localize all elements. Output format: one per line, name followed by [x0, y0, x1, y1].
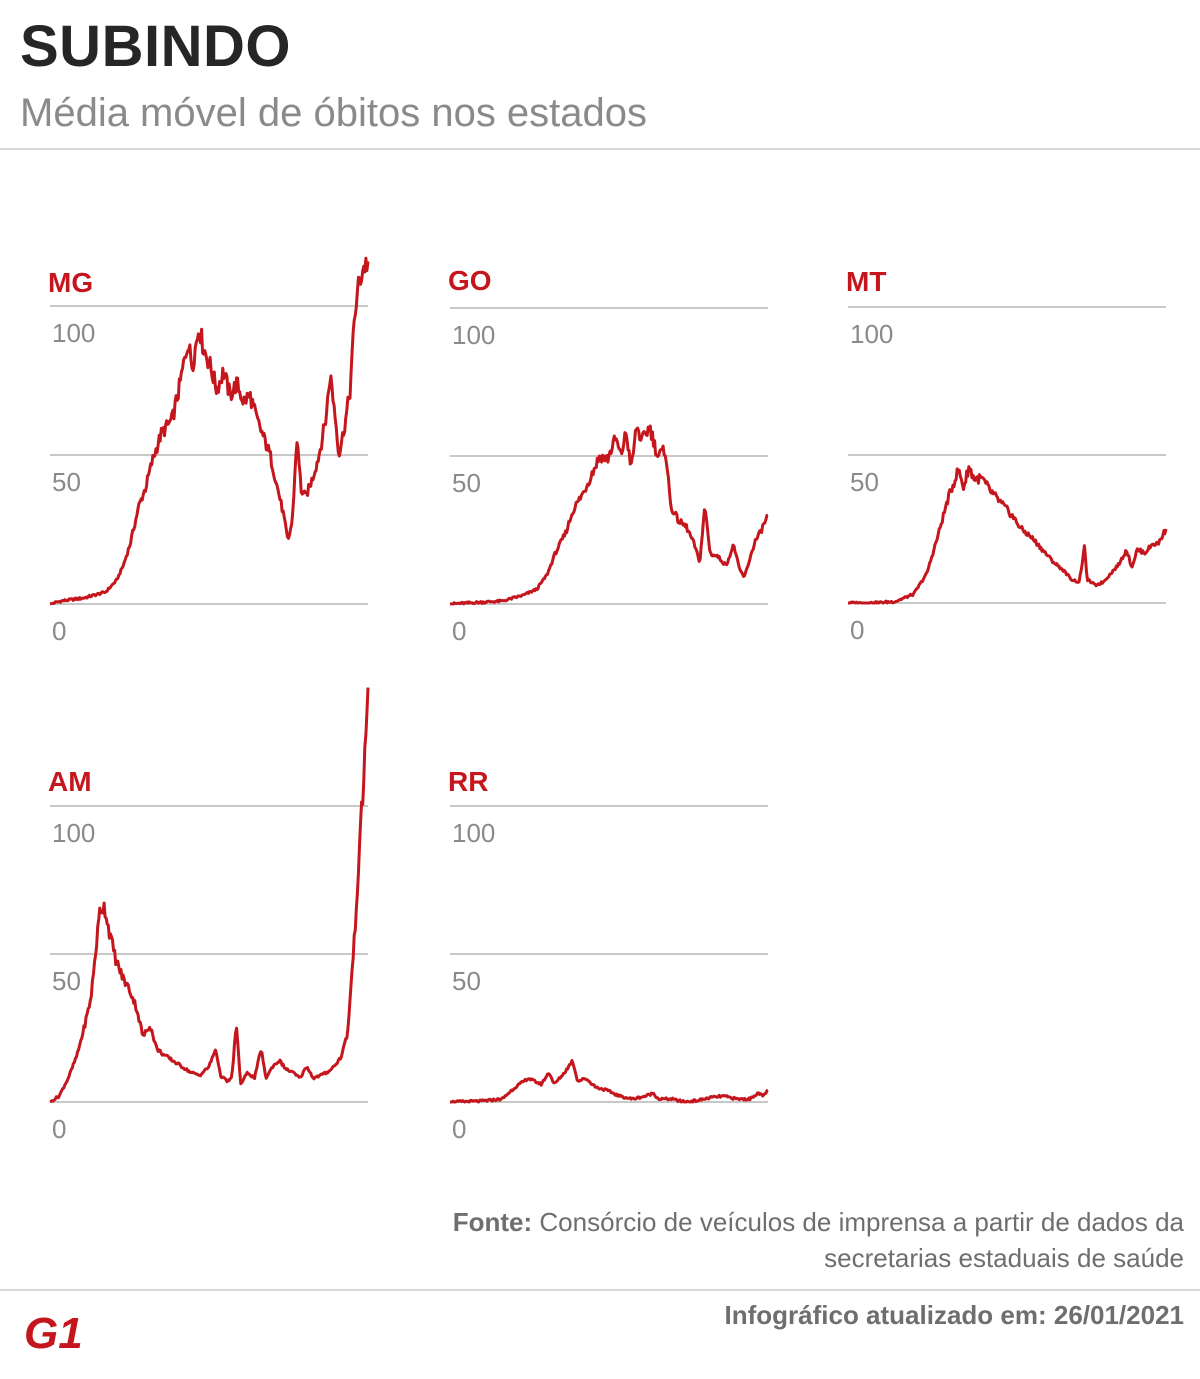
tick-label-50: 50	[452, 468, 481, 498]
tick-label-50: 50	[52, 467, 81, 497]
chart-panel-go: 0 50 100 GO	[448, 265, 769, 646]
series-line-go	[449, 424, 769, 606]
series-line-am	[49, 687, 370, 1104]
tick-label-50: 50	[850, 467, 879, 497]
source-label: Fonte:	[452, 1207, 533, 1237]
chart-panel-mt: 0 50 100 MT	[846, 266, 1168, 645]
state-label-go: GO	[448, 265, 492, 296]
updated-note: Infográfico atualizado em: 26/01/2021	[724, 1300, 1185, 1330]
tick-label-100: 100	[52, 318, 95, 348]
chart-panel-am: 0 50 100 AM	[48, 687, 370, 1144]
tick-label-100: 100	[850, 319, 893, 349]
series-line-mt	[847, 465, 1168, 605]
source-text: Consórcio de veículos de imprensa a part…	[539, 1207, 1184, 1273]
tick-label-0: 0	[452, 1114, 466, 1144]
tick-label-100: 100	[452, 320, 495, 350]
tick-label-0: 0	[850, 615, 864, 645]
tick-label-50: 50	[452, 966, 481, 996]
tick-label-50: 50	[52, 966, 81, 996]
tick-label-0: 0	[452, 616, 466, 646]
top-divider	[0, 148, 1200, 150]
tick-label-0: 0	[52, 616, 66, 646]
series-line-mg	[49, 256, 370, 606]
tick-label-0: 0	[52, 1114, 66, 1144]
bottom-divider	[0, 1289, 1200, 1291]
state-label-mt: MT	[846, 266, 886, 297]
g1-logo-icon: G1	[22, 1310, 94, 1352]
chart-panel-rr: 0 50 100 RR	[448, 766, 769, 1144]
logo-text: G1	[24, 1310, 83, 1352]
chart-title: SUBINDO	[20, 14, 291, 79]
state-label-rr: RR	[448, 766, 488, 797]
chart-panel-mg: 0 50 100 MG	[48, 256, 370, 646]
tick-label-100: 100	[52, 818, 95, 848]
source-note: Fonte: Consórcio de veículos de imprensa…	[424, 1204, 1184, 1276]
state-label-mg: MG	[48, 267, 93, 298]
series-line-rr	[449, 1059, 769, 1104]
tick-label-100: 100	[452, 818, 495, 848]
chart-subtitle: Média móvel de óbitos nos estados	[20, 91, 648, 135]
state-label-am: AM	[48, 766, 92, 797]
